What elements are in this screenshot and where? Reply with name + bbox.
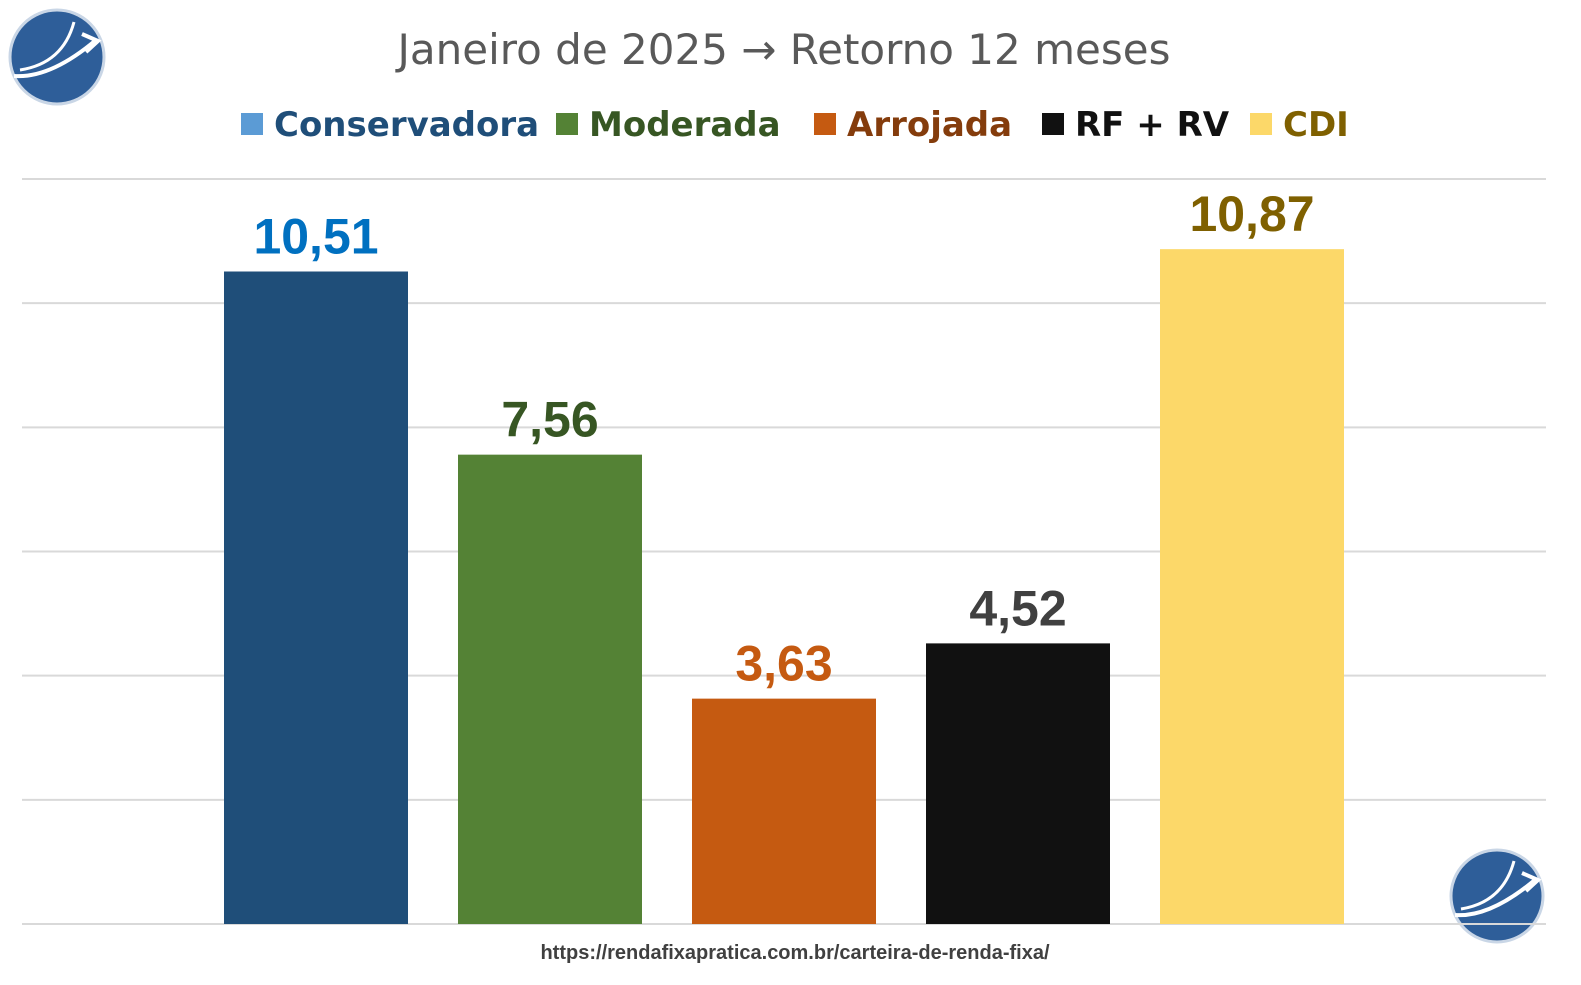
- legend-marker: [556, 113, 578, 135]
- logo-top-left-icon: [8, 8, 106, 106]
- legend-item: RF + RV: [1042, 105, 1230, 145]
- bars: [224, 249, 1344, 925]
- data-label: 3,63: [735, 636, 832, 692]
- chart-title: Janeiro de 2025 → Retorno 12 meses: [395, 25, 1171, 74]
- legend-label: Conservadora: [274, 105, 539, 145]
- data-label: 10,87: [1189, 186, 1314, 242]
- bar-moderada: [458, 454, 642, 924]
- bar-cdi: [1160, 249, 1344, 924]
- legend-label: Arrojada: [847, 105, 1012, 145]
- bar-conservadora: [224, 271, 408, 925]
- data-labels: 10,51 7,56 3,63 4,52 10,87: [253, 186, 1314, 691]
- bar-arrojada: [692, 698, 876, 924]
- legend-item: CDI: [1250, 105, 1349, 145]
- legend-marker: [814, 113, 836, 135]
- legend-item: Conservadora: [241, 105, 539, 145]
- footer-url: https://rendafixapratica.com.br/carteira…: [540, 942, 1049, 964]
- data-label: 10,51: [253, 209, 378, 265]
- bar-rf-rv: [926, 643, 1110, 924]
- data-label: 4,52: [969, 580, 1066, 636]
- legend: Conservadora Moderada Arrojada RF + RV CDI: [241, 105, 1349, 145]
- legend-label: Moderada: [589, 105, 781, 145]
- legend-label: CDI: [1283, 105, 1349, 145]
- data-label: 7,56: [501, 392, 598, 448]
- legend-marker: [1250, 113, 1272, 135]
- legend-item: Moderada: [556, 105, 781, 145]
- logo-bottom-right-icon: [1449, 848, 1545, 944]
- legend-marker: [1042, 113, 1064, 135]
- legend-item: Arrojada: [814, 105, 1012, 145]
- legend-label: RF + RV: [1075, 105, 1230, 145]
- legend-marker: [241, 113, 263, 135]
